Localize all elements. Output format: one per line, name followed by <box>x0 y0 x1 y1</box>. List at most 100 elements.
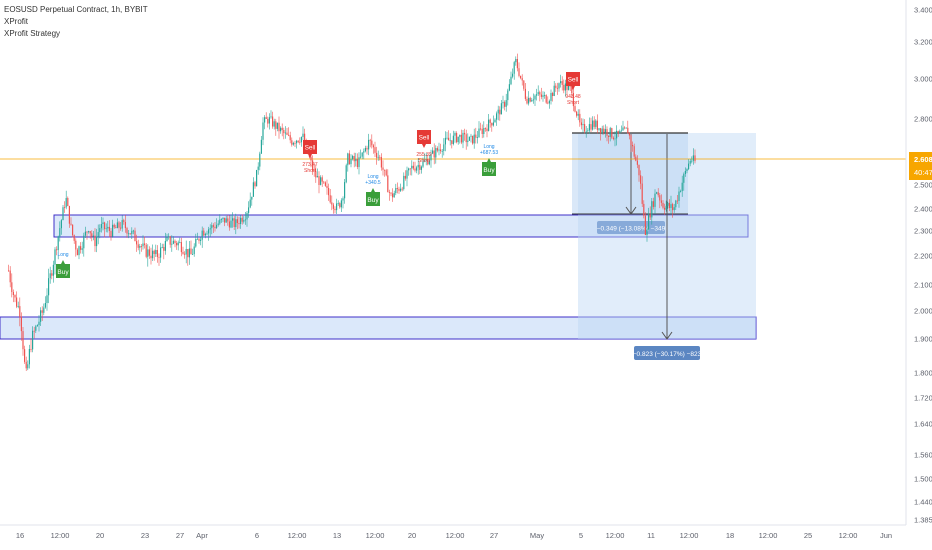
candle-body <box>568 85 570 90</box>
candle-body <box>576 111 578 116</box>
sell-signal[interactable]: Sell <box>566 72 580 90</box>
time-tick-label: 12:00 <box>839 531 858 540</box>
candle-body <box>110 230 112 237</box>
candle-body <box>510 76 512 85</box>
candle-body <box>147 249 149 257</box>
symbol-title[interactable]: EOSUSD Perpetual Contract, 1h, BYBIT <box>4 5 148 14</box>
candle-body <box>507 90 509 101</box>
candle-body <box>166 237 168 241</box>
candle-body <box>548 100 550 104</box>
candle-body <box>379 156 381 158</box>
candle-body <box>339 203 341 208</box>
candle-body <box>254 182 256 187</box>
candle-body <box>371 140 373 146</box>
indicator-xprofit[interactable]: XProfit <box>4 17 29 26</box>
candle-body <box>348 153 350 164</box>
price-tick-label: 2.300 <box>914 227 932 236</box>
short-label: Short <box>567 100 580 106</box>
candle-body <box>683 174 685 183</box>
candle-body <box>176 243 178 246</box>
candle-body <box>596 120 598 130</box>
candle-body <box>25 361 27 369</box>
candle-body <box>59 228 61 237</box>
candle-body <box>313 170 315 172</box>
candle-body <box>590 124 592 130</box>
candle-body <box>430 153 432 161</box>
candle-body <box>249 199 251 208</box>
candle-body <box>54 249 56 265</box>
candle-body <box>542 95 544 97</box>
candle-body <box>179 242 181 243</box>
lower-zone[interactable] <box>0 316 757 340</box>
candle-body <box>92 235 94 237</box>
candle-body <box>153 250 155 254</box>
price-axis[interactable]: 2.608 40:47 3.400 3.200 3.000 2.800 2.500 2.4… <box>905 0 932 525</box>
candle-body <box>195 239 197 247</box>
candle-body <box>515 59 517 63</box>
candle-body <box>691 160 693 162</box>
candle-body <box>436 148 438 151</box>
candle-body <box>136 241 138 245</box>
candle-body <box>401 188 403 190</box>
current-price-countdown: 40:47 <box>914 168 932 177</box>
candle-body <box>550 93 552 101</box>
candle-body <box>464 132 466 135</box>
sell-value: 273.47 <box>302 162 318 168</box>
candle-body <box>180 242 182 253</box>
candle-body <box>108 226 110 231</box>
candle-body <box>252 182 254 197</box>
indicator-xprofit-strategy[interactable]: XProfit Strategy <box>4 29 61 38</box>
time-axis[interactable]: 16 12:00 20 23 27 Apr 6 12:00 13 12:00 20 12:00 27 Ma… <box>0 524 906 540</box>
buy-signal[interactable]: Buy <box>482 158 496 176</box>
candle-body <box>320 177 322 185</box>
candle-body <box>200 239 202 241</box>
candle-body <box>577 113 579 116</box>
candle-body <box>632 145 634 147</box>
candle-body <box>291 140 293 145</box>
candle-body <box>502 102 504 104</box>
candle-body <box>608 135 610 137</box>
candle-body <box>187 249 189 258</box>
candle-body <box>340 200 342 208</box>
measure-box-short[interactable] <box>572 133 688 214</box>
candle-body <box>51 273 53 276</box>
candle-body <box>382 167 384 170</box>
candle-body <box>588 124 590 131</box>
candle-body <box>643 203 645 216</box>
sell-signal[interactable]: Sell <box>303 140 317 158</box>
candle-body <box>264 117 266 123</box>
candle-body <box>673 207 675 211</box>
candle-body <box>368 139 370 150</box>
candle-body <box>470 135 472 137</box>
candle-body <box>680 191 682 192</box>
sell-signal[interactable]: Sell <box>417 130 431 148</box>
buy-signal[interactable]: Buy <box>56 260 70 278</box>
chart-legend: EOSUSD Perpetual Contract, 1h, BYBIT XPr… <box>4 4 148 40</box>
candle-body <box>185 249 187 255</box>
candle-body <box>601 128 603 133</box>
candle-body <box>652 201 654 207</box>
candle-body <box>475 134 477 138</box>
buy-signal[interactable]: Buy <box>366 188 380 206</box>
candle-body <box>657 192 659 196</box>
candle-body <box>580 122 582 126</box>
candle-body <box>140 246 142 247</box>
buy-signal-label: Buy <box>57 269 69 276</box>
candle-body <box>168 236 170 238</box>
candle-body <box>276 122 278 129</box>
candle-body <box>76 249 78 256</box>
candle-body <box>505 100 507 107</box>
candle-body <box>270 116 272 118</box>
candle-body <box>33 330 35 332</box>
candle-body <box>113 224 115 228</box>
candle-body <box>118 222 120 228</box>
candle-body <box>43 307 45 313</box>
candle-body <box>422 161 424 167</box>
candle-body <box>369 139 371 141</box>
candle-body <box>366 148 368 150</box>
time-tick-label: 6 <box>255 531 259 540</box>
candle-body <box>288 134 290 136</box>
candle-body <box>363 151 365 153</box>
candle-body <box>158 256 160 258</box>
